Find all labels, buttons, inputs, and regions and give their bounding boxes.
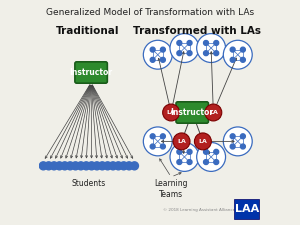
Circle shape — [177, 149, 182, 154]
Circle shape — [204, 40, 208, 45]
Circle shape — [143, 40, 172, 69]
Circle shape — [82, 162, 90, 170]
Circle shape — [230, 144, 235, 149]
Text: © 2018 Learning Assistant Alliance: © 2018 Learning Assistant Alliance — [163, 209, 235, 212]
Text: LA: LA — [199, 139, 207, 144]
Circle shape — [56, 162, 63, 170]
Circle shape — [93, 162, 101, 170]
Circle shape — [103, 162, 112, 170]
FancyBboxPatch shape — [176, 102, 208, 123]
Circle shape — [61, 162, 69, 170]
Circle shape — [160, 57, 165, 62]
Circle shape — [223, 127, 252, 156]
Circle shape — [160, 134, 165, 139]
FancyBboxPatch shape — [75, 62, 107, 83]
Text: LA: LA — [177, 139, 186, 144]
Circle shape — [187, 51, 192, 56]
Circle shape — [204, 51, 208, 56]
Circle shape — [187, 160, 192, 164]
Circle shape — [230, 134, 235, 139]
Text: LA: LA — [167, 110, 176, 115]
Circle shape — [98, 162, 106, 170]
Circle shape — [50, 162, 58, 170]
Circle shape — [194, 133, 211, 150]
Circle shape — [173, 133, 190, 150]
Circle shape — [204, 160, 208, 164]
Circle shape — [223, 40, 252, 69]
Text: LA: LA — [209, 110, 218, 115]
Circle shape — [45, 162, 53, 170]
Circle shape — [125, 162, 133, 170]
Circle shape — [130, 162, 138, 170]
Circle shape — [120, 162, 128, 170]
Circle shape — [230, 47, 235, 52]
Circle shape — [240, 134, 245, 139]
Circle shape — [66, 162, 74, 170]
Circle shape — [170, 34, 199, 63]
Circle shape — [205, 104, 222, 121]
Text: Students: Students — [72, 179, 106, 188]
Circle shape — [214, 51, 219, 56]
Text: Instructor: Instructor — [70, 68, 113, 77]
Circle shape — [150, 47, 155, 52]
Circle shape — [240, 57, 245, 62]
Text: Transformed with LAs: Transformed with LAs — [133, 26, 261, 36]
Circle shape — [109, 162, 117, 170]
Circle shape — [88, 162, 96, 170]
Text: Traditional: Traditional — [56, 26, 119, 36]
Text: LAA: LAA — [235, 204, 259, 214]
Text: Instructor: Instructor — [171, 108, 214, 117]
FancyBboxPatch shape — [234, 199, 259, 219]
Circle shape — [143, 127, 172, 156]
Circle shape — [170, 142, 199, 171]
Circle shape — [150, 134, 155, 139]
Circle shape — [240, 47, 245, 52]
Circle shape — [240, 144, 245, 149]
Circle shape — [197, 142, 226, 171]
Text: Generalized Model of Transformation with LAs: Generalized Model of Transformation with… — [46, 8, 254, 17]
Circle shape — [214, 160, 219, 164]
Circle shape — [214, 40, 219, 45]
Circle shape — [71, 162, 80, 170]
Circle shape — [177, 51, 182, 56]
Circle shape — [204, 149, 208, 154]
Circle shape — [114, 162, 122, 170]
Circle shape — [160, 47, 165, 52]
Circle shape — [177, 160, 182, 164]
Circle shape — [177, 40, 182, 45]
Circle shape — [150, 57, 155, 62]
Circle shape — [150, 144, 155, 149]
Circle shape — [39, 162, 47, 170]
Circle shape — [214, 149, 219, 154]
Circle shape — [160, 144, 165, 149]
Circle shape — [163, 104, 180, 121]
Circle shape — [187, 149, 192, 154]
Circle shape — [187, 40, 192, 45]
Circle shape — [197, 34, 226, 63]
Text: Learning
Teams: Learning Teams — [154, 179, 188, 199]
Circle shape — [77, 162, 85, 170]
Circle shape — [230, 57, 235, 62]
